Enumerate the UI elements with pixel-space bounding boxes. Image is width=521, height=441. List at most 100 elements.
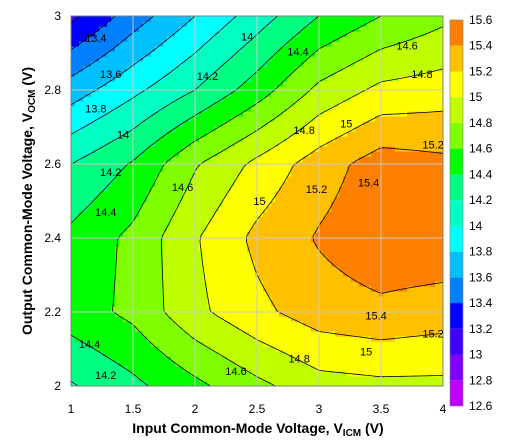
contour-cell <box>123 261 128 267</box>
contour-cell <box>95 176 100 182</box>
contour-cell <box>247 196 252 202</box>
contour-cell <box>259 326 264 332</box>
contour-cell <box>235 351 240 357</box>
contour-cell <box>399 136 404 142</box>
contour-cell <box>383 281 388 287</box>
contour-cell <box>115 206 120 212</box>
contour-cell <box>375 181 380 187</box>
contour-cell <box>211 166 216 172</box>
contour-cell <box>251 216 256 222</box>
contour-cell <box>335 141 340 147</box>
contour-cell <box>427 286 432 292</box>
contour-cell <box>271 271 276 277</box>
contour-cell <box>343 331 348 337</box>
contour-cell <box>135 236 140 242</box>
contour-cell <box>355 291 360 297</box>
contour-cell <box>83 331 88 337</box>
contour-cell <box>227 286 232 292</box>
contour-cell <box>407 316 412 322</box>
contour-cell <box>143 266 148 272</box>
contour-cell <box>251 136 256 142</box>
contour-cell <box>287 251 292 257</box>
contour-cell <box>323 121 328 127</box>
contour-cell <box>143 156 148 162</box>
contour-cell <box>211 241 216 247</box>
contour-cell <box>347 331 352 337</box>
contour-cell <box>151 361 156 367</box>
contour-cell <box>187 136 192 142</box>
contour-cell <box>335 341 340 347</box>
contour-cell <box>175 326 180 332</box>
contour-cell <box>299 146 304 152</box>
contour-cell <box>199 211 204 217</box>
contour-cell <box>135 241 140 247</box>
contour-cell <box>203 336 208 342</box>
contour-cell <box>423 156 428 162</box>
contour-cell <box>223 181 228 187</box>
contour-cell <box>243 361 248 367</box>
contour-cell <box>315 376 320 382</box>
contour-cell <box>291 126 296 132</box>
contour-cell <box>219 291 224 297</box>
contour-cell <box>79 236 84 242</box>
contour-cell <box>163 311 168 317</box>
contour-cell <box>107 366 112 372</box>
contour-cell <box>355 246 360 252</box>
contour-cell <box>351 266 356 272</box>
contour-cell <box>283 206 288 212</box>
contour-cell <box>411 251 416 257</box>
contour-cell <box>91 291 96 297</box>
contour-cell <box>115 221 120 227</box>
contour-cell <box>175 226 180 232</box>
contour-cell <box>403 276 408 282</box>
contour-cell <box>227 266 232 272</box>
contour-cell <box>223 246 228 252</box>
contour-cell <box>399 326 404 332</box>
contour-cell <box>279 371 284 377</box>
contour-cell <box>95 331 100 337</box>
contour-cell <box>287 226 292 232</box>
contour-cell <box>435 286 440 292</box>
contour-cell <box>111 241 116 247</box>
contour-cell <box>403 156 408 162</box>
contour-cell <box>191 266 196 272</box>
contour-cell <box>83 356 88 362</box>
contour-cell <box>103 246 108 252</box>
contour-cell <box>275 231 280 237</box>
contour-cell <box>427 346 432 352</box>
contour-cell <box>431 191 436 197</box>
contour-cell <box>175 246 180 252</box>
contour-cell <box>151 156 156 162</box>
contour-cell <box>227 191 232 197</box>
contour-cell <box>219 311 224 317</box>
contour-cell <box>395 326 400 332</box>
contour-cell <box>263 331 268 337</box>
contour-cell <box>107 381 112 386</box>
contour-cell <box>291 381 296 386</box>
contour-cell <box>431 251 436 257</box>
contour-cell <box>219 271 224 277</box>
contour-cell <box>191 286 196 292</box>
contour-cell <box>195 336 200 342</box>
contour-cell <box>287 231 292 237</box>
contour-cell <box>195 186 200 192</box>
contour-cell <box>251 256 256 262</box>
contour-cell <box>279 281 284 287</box>
contour-cell <box>323 211 328 217</box>
contour-cell <box>259 241 264 247</box>
contour-cell <box>155 291 160 297</box>
contour-cell <box>383 376 388 382</box>
contour-cell <box>383 341 388 347</box>
contour-cell <box>287 136 292 142</box>
contour-cell <box>303 241 308 247</box>
contour-cell <box>351 171 356 177</box>
contour-cell <box>363 346 368 352</box>
contour-cell <box>243 201 248 207</box>
contour-cell <box>375 306 380 312</box>
contour-cell <box>155 156 160 162</box>
contour-cell <box>347 146 352 152</box>
contour-cell <box>415 256 420 262</box>
contour-cell <box>251 191 256 197</box>
contour-cell <box>355 331 360 337</box>
contour-cell <box>287 151 292 157</box>
